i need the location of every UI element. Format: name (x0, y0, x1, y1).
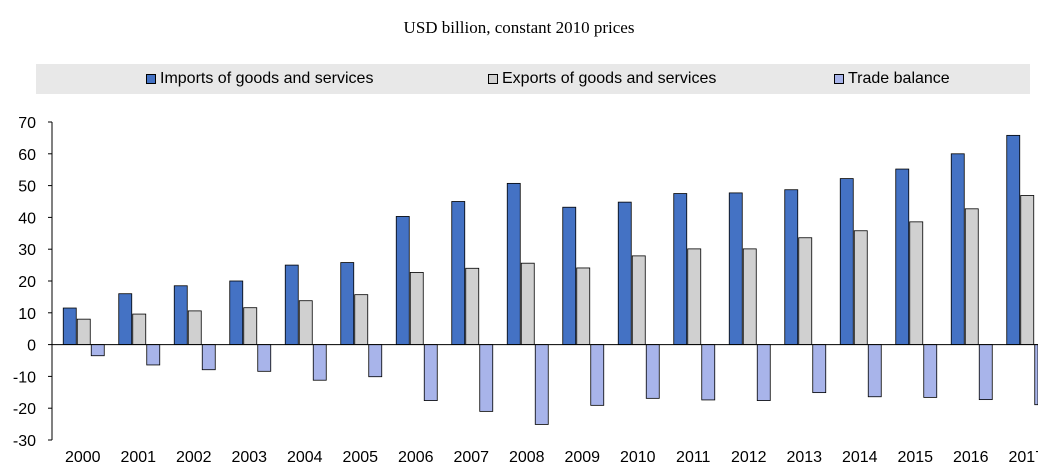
bar-exports (76, 318, 91, 346)
bar-balance (479, 344, 494, 412)
bar-exports (187, 310, 202, 345)
bar-exports (298, 300, 313, 346)
bar-balance (423, 344, 438, 401)
legend-swatch-balance (834, 74, 844, 84)
bar-balance (534, 344, 549, 425)
bar-balance (146, 344, 161, 366)
y-tick-label: 50 (18, 179, 36, 196)
y-tick-label: -10 (13, 369, 36, 386)
x-tick-label: 2012 (731, 449, 767, 466)
bar-imports (673, 193, 688, 346)
bar-imports (1006, 134, 1021, 346)
x-tick-label: 2016 (953, 449, 989, 466)
x-tick-label: 2014 (842, 449, 878, 466)
bar-imports (950, 153, 965, 346)
bar-imports (118, 293, 133, 346)
bar-exports (687, 248, 702, 346)
chart-subtitle: USD billion, constant 2010 prices (403, 18, 635, 37)
bar-imports (617, 201, 632, 346)
bar-exports (742, 248, 757, 346)
bar-balance (978, 344, 993, 401)
bar-imports (340, 262, 355, 345)
y-tick-label: 10 (18, 306, 36, 323)
bar-imports (895, 168, 910, 345)
x-tick-label: 2001 (120, 449, 156, 466)
x-tick-label: 2009 (564, 449, 600, 466)
bar-exports (576, 267, 591, 346)
y-tick-label: 20 (18, 274, 36, 291)
x-tick-label: 2006 (398, 449, 434, 466)
bar-exports (354, 294, 369, 346)
y-tick-label: -20 (13, 401, 36, 418)
bar-imports (784, 189, 799, 345)
bar-exports (243, 307, 258, 346)
bar-balance (257, 344, 272, 372)
y-tick-label: -30 (13, 433, 36, 450)
bar-exports (853, 230, 868, 345)
bar-imports (451, 201, 466, 346)
x-tick-label: 2004 (287, 449, 323, 466)
y-tick-label: 70 (18, 115, 36, 132)
bar-exports (132, 313, 147, 345)
bar-balance (645, 344, 660, 399)
bar-imports (506, 182, 521, 345)
y-tick-label: 30 (18, 242, 36, 259)
x-tick-label: 2008 (509, 449, 545, 466)
bar-balance (867, 344, 882, 398)
x-tick-label: 2015 (897, 449, 933, 466)
x-tick-label: 2017 (1008, 449, 1038, 466)
legend: Imports of goods and services Exports of… (36, 64, 1030, 94)
bar-imports (173, 285, 188, 345)
legend-label-imports: Imports of goods and services (160, 70, 374, 87)
x-tick-label: 2000 (65, 449, 101, 466)
x-tick-label: 2005 (342, 449, 378, 466)
bar-exports (520, 262, 535, 345)
bar-balance (201, 344, 216, 371)
bar-balance (701, 344, 716, 401)
bar-balance (368, 344, 383, 378)
bar-balance (923, 344, 938, 398)
bar-exports (964, 208, 979, 345)
legend-label-balance: Trade balance (848, 70, 950, 87)
bar-exports (909, 221, 924, 346)
legend-swatch-exports (488, 74, 498, 84)
x-tick-label: 2003 (231, 449, 267, 466)
bar-balance (590, 344, 605, 406)
bar-imports (284, 264, 299, 346)
bar-balance (756, 344, 771, 401)
bar-imports (562, 206, 577, 346)
bar-balance (812, 344, 827, 394)
bar-imports (62, 307, 77, 345)
x-tick-label: 2011 (676, 449, 711, 466)
x-tick-label: 2002 (176, 449, 212, 466)
bar-exports (1020, 195, 1035, 345)
x-tick-label: 2013 (786, 449, 822, 466)
y-tick-label: 40 (18, 210, 36, 227)
y-tick-label: 0 (27, 338, 36, 355)
legend-swatch-imports (146, 74, 156, 84)
y-tick-label: 60 (18, 147, 36, 164)
bar-exports (631, 255, 646, 346)
x-tick-label: 2007 (453, 449, 489, 466)
legend-item-balance: Trade balance (834, 70, 950, 88)
bar-balance (90, 344, 105, 357)
bar-balance (312, 344, 327, 381)
bar-exports (798, 237, 813, 345)
bar-imports (229, 280, 244, 345)
x-tick-label: 2010 (620, 449, 656, 466)
bar-imports (839, 178, 854, 346)
bar-exports (465, 267, 480, 345)
bar-imports (395, 216, 410, 346)
bar-imports (728, 192, 743, 346)
bar-exports (409, 272, 424, 345)
legend-label-exports: Exports of goods and services (502, 70, 717, 87)
legend-item-imports: Imports of goods and services (146, 70, 373, 88)
legend-item-exports: Exports of goods and services (488, 70, 716, 88)
